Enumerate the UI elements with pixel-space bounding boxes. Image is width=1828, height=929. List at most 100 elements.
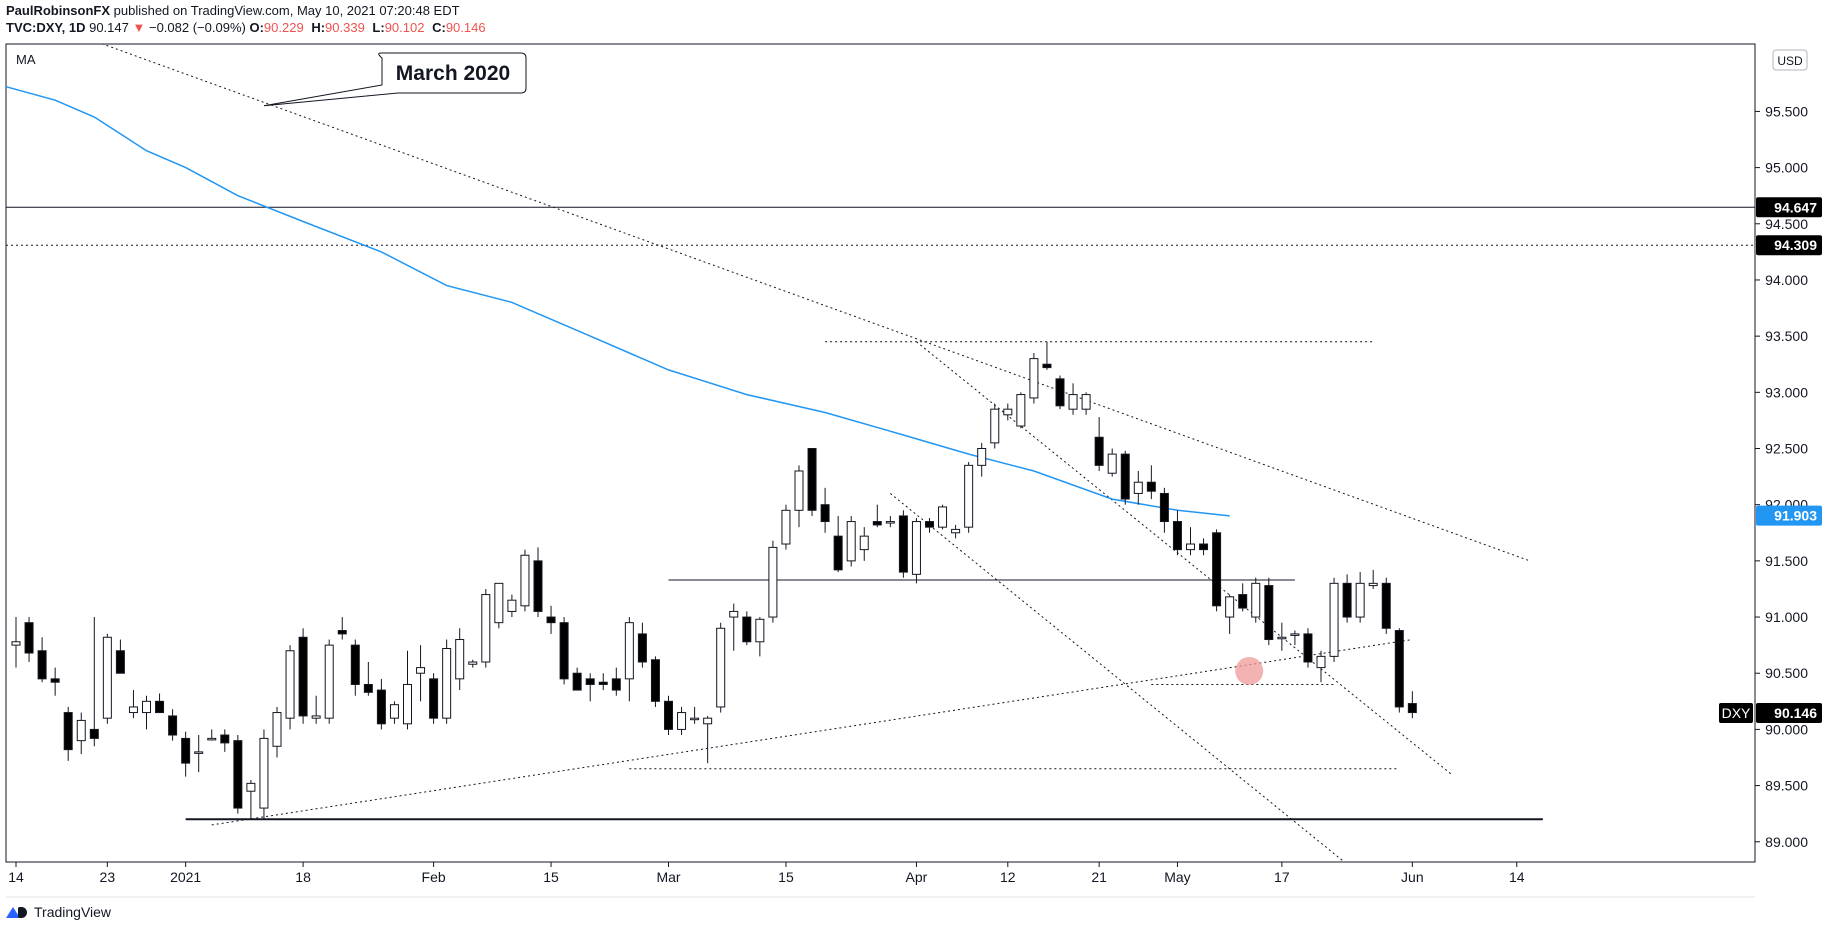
candle-body[interactable] [1042, 363, 1052, 369]
highlight-circle[interactable] [1235, 656, 1264, 685]
candle-body[interactable] [155, 700, 165, 714]
candle-body[interactable] [285, 650, 295, 719]
candle-body[interactable] [585, 678, 595, 685]
author-name[interactable]: PaulRobinsonFX [6, 3, 110, 18]
candle-body[interactable] [1368, 582, 1378, 587]
candle-body[interactable] [820, 504, 830, 523]
candle-body[interactable] [559, 622, 569, 680]
indicator-label[interactable]: MA [16, 52, 36, 67]
candle-body[interactable] [1133, 481, 1143, 494]
candle-body[interactable] [1238, 594, 1248, 609]
candle-body[interactable] [37, 650, 47, 680]
candle-body[interactable] [1277, 636, 1287, 640]
candle-body[interactable] [11, 641, 21, 646]
candle-body[interactable] [389, 704, 399, 719]
candle-body[interactable] [742, 616, 752, 643]
candle-body[interactable] [911, 521, 921, 575]
candle-body[interactable] [990, 408, 1000, 444]
candle-body[interactable] [977, 448, 987, 466]
candle-body[interactable] [833, 535, 843, 571]
candle-body[interactable] [1199, 543, 1209, 551]
candle-body[interactable] [350, 644, 360, 685]
candle-body[interactable] [611, 678, 621, 691]
candle-body[interactable] [716, 627, 726, 708]
candle-body[interactable] [337, 630, 347, 635]
candle-body[interactable] [938, 506, 948, 528]
candle-body[interactable] [1172, 521, 1182, 551]
candle-body[interactable] [964, 464, 974, 528]
callout-text[interactable]: March 2020 [396, 62, 510, 85]
candle-body[interactable] [624, 622, 634, 680]
candle-body[interactable] [637, 633, 647, 663]
candle-body[interactable] [89, 728, 99, 739]
candle-body[interactable] [1146, 481, 1156, 492]
candle-body[interactable] [507, 599, 517, 612]
candle-body[interactable] [1303, 633, 1313, 663]
candle-body[interactable] [272, 712, 282, 747]
candle-body[interactable] [677, 712, 687, 730]
candle-body[interactable] [1003, 408, 1013, 416]
candle-body[interactable] [233, 740, 243, 809]
candle-body[interactable] [1407, 703, 1417, 714]
candle-body[interactable] [1029, 358, 1039, 399]
candle-body[interactable] [755, 618, 765, 643]
ma-line[interactable] [5, 85, 1230, 517]
plot-area[interactable] [5, 43, 1756, 863]
candle-body[interactable] [63, 712, 73, 751]
candle-body[interactable] [102, 636, 112, 719]
candle-body[interactable] [546, 616, 556, 624]
candle-body[interactable] [1159, 492, 1169, 523]
candle-body[interactable] [207, 737, 217, 741]
candle-body[interactable] [442, 648, 452, 719]
candle-body[interactable] [1055, 378, 1065, 407]
candle-body[interactable] [690, 717, 700, 721]
candle-body[interactable] [311, 715, 321, 719]
currency-box[interactable] [1772, 49, 1808, 71]
candle-body[interactable] [76, 719, 86, 742]
candle-body[interactable] [768, 546, 778, 618]
candle-body[interactable] [1381, 582, 1391, 629]
candle-body[interactable] [416, 667, 426, 674]
symbol-label[interactable]: TVC:DXY, 1D [6, 20, 86, 35]
candle-body[interactable] [1016, 394, 1026, 427]
candle-body[interactable] [481, 594, 491, 663]
candle-body[interactable] [246, 782, 256, 792]
candle-body[interactable] [572, 672, 582, 691]
candle-body[interactable] [403, 683, 412, 725]
candle-body[interactable] [1329, 582, 1339, 657]
price-chart[interactable]: March 2020 89.000 89.500 90.000 90.500 91.00… [0, 0, 1828, 900]
candle-body[interactable] [664, 700, 673, 730]
candle-body[interactable] [533, 560, 543, 612]
candle-body[interactable] [781, 509, 791, 545]
candle-body[interactable] [885, 521, 895, 524]
candle-body[interactable] [429, 678, 439, 719]
candle-body[interactable] [24, 622, 34, 654]
candle-body[interactable] [1290, 633, 1300, 636]
callout-box[interactable] [263, 52, 527, 107]
candle-body[interactable] [925, 521, 934, 528]
candle-body[interactable] [50, 678, 60, 683]
trendline[interactable] [890, 493, 1347, 864]
candle-body[interactable] [794, 470, 804, 511]
candle-body[interactable] [259, 737, 269, 809]
candle-body[interactable] [1316, 655, 1326, 669]
candle-body[interactable] [1081, 394, 1091, 410]
candle-body[interactable] [220, 734, 230, 744]
candle-body[interactable] [168, 715, 178, 736]
candle-body[interactable] [1251, 582, 1261, 618]
candle-body[interactable] [115, 650, 125, 674]
candle-body[interactable] [455, 639, 465, 680]
candle-body[interactable] [951, 528, 961, 534]
candle-body[interactable] [1212, 532, 1222, 607]
candle-body[interactable] [1264, 585, 1274, 641]
candle-body[interactable] [142, 700, 151, 714]
candle-body[interactable] [598, 681, 608, 685]
trendline[interactable] [0, 0, 1530, 562]
candle-body[interactable] [194, 751, 204, 754]
candle-body[interactable] [520, 554, 530, 607]
candle-body[interactable] [324, 644, 334, 719]
candle-body[interactable] [1094, 436, 1104, 466]
candle-body[interactable] [363, 683, 373, 693]
candle-body[interactable] [468, 661, 478, 665]
candle-body[interactable] [729, 610, 739, 618]
